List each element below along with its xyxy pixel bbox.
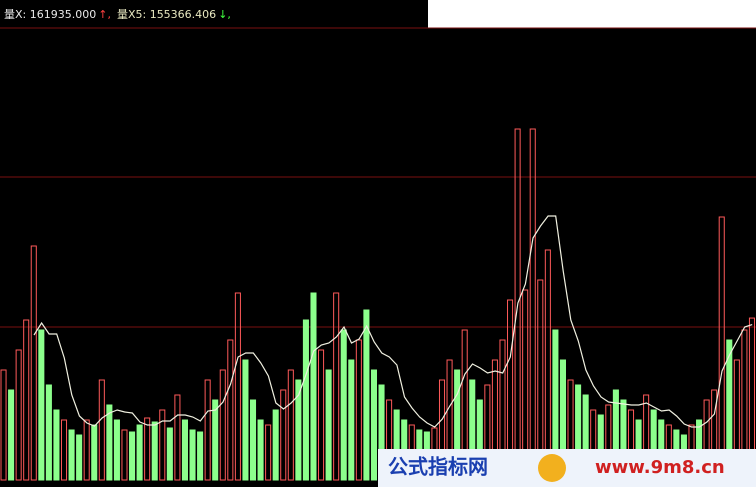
ma-line [33, 215, 753, 428]
volume-bar [318, 349, 325, 481]
volume-bar [219, 369, 226, 481]
volume-bar [333, 292, 340, 481]
volume-bar [197, 431, 204, 481]
header-arrow: ↓, [218, 8, 231, 21]
header-arrow: ↑, [98, 8, 111, 21]
header-blank [428, 0, 756, 28]
volume-bar [189, 429, 196, 481]
volume-bar [302, 319, 309, 481]
volume-bar [227, 339, 234, 481]
volume-bar [363, 309, 370, 481]
watermark-right: www.9m8.cn [595, 457, 725, 478]
volume-bar [257, 419, 264, 481]
volume-bar [151, 421, 158, 481]
volume-bar [136, 424, 143, 481]
volume-bar [113, 419, 120, 481]
volume-bar [8, 389, 15, 481]
header: 量X: 161935.000 ↑, 量X5: 155366.406 ↓, [4, 8, 231, 21]
volume-bar [265, 424, 272, 481]
volume-bar [181, 419, 189, 481]
volume-bar [144, 417, 151, 481]
volume-bar [30, 245, 37, 481]
volume-bar [310, 292, 317, 481]
volume-bar [0, 369, 7, 481]
volume-bar [348, 359, 355, 481]
volume-bar [91, 424, 98, 481]
volume-bar [280, 389, 287, 481]
volume-bar [340, 329, 347, 481]
watermark-icon [538, 454, 566, 482]
volume-bar [83, 419, 90, 481]
volume-bar [212, 399, 219, 481]
volume-bar [53, 409, 60, 481]
volume-bar [174, 394, 181, 481]
volume-bar [166, 427, 173, 481]
volume-bar [68, 429, 75, 481]
volume-bar [355, 339, 362, 481]
volume-bar [76, 434, 83, 481]
volume-bar [159, 409, 166, 481]
watermark-box [378, 449, 756, 487]
volume-bar [204, 379, 211, 481]
volume-bar [15, 349, 22, 481]
volume-bar [272, 409, 279, 481]
volume-bar [98, 379, 105, 481]
watermark-left: 公式指标网 [388, 455, 488, 479]
volume-bar [295, 379, 302, 481]
volume-bar [38, 329, 45, 481]
volume-bar [60, 419, 68, 481]
volume-bar [287, 369, 294, 481]
volume-bar [121, 429, 128, 481]
volume-bar [370, 369, 378, 481]
volume-bar [249, 399, 257, 481]
volume-bar [234, 292, 241, 481]
watermark: 公式指标网 www.9m8.cn [378, 449, 756, 487]
header-label: 量X5: 155366.406 [117, 8, 216, 21]
volume-bar [23, 319, 30, 481]
volume-bar [325, 369, 332, 481]
volume-bar [242, 359, 249, 481]
volume-bar [106, 404, 113, 481]
volume-bar [45, 384, 52, 481]
volume-bar [129, 431, 136, 481]
header-label: 量X: 161935.000 [4, 8, 96, 21]
